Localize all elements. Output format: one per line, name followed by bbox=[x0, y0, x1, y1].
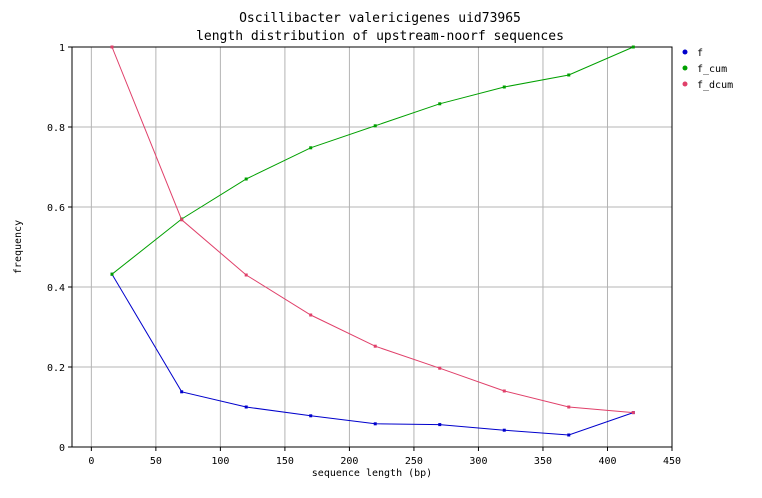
y-tick-label: 1 bbox=[59, 43, 65, 54]
x-tick-label: 150 bbox=[276, 456, 294, 467]
y-tick-label: 0.8 bbox=[47, 123, 65, 134]
plot-frame bbox=[71, 46, 673, 448]
x-tick-label: 100 bbox=[211, 456, 229, 467]
chart-subtitle: length distribution of upstream-noorf se… bbox=[196, 29, 564, 44]
chart-title: Oscillibacter valericigenes uid73965 bbox=[239, 11, 521, 26]
x-tick-label: 300 bbox=[469, 456, 487, 467]
data-point-f bbox=[373, 422, 377, 426]
data-point-f bbox=[244, 405, 248, 409]
series-line-f-dcum bbox=[111, 46, 634, 414]
y-axis-ticks: 0 0.2 0.4 0.6 0.8 1 bbox=[47, 43, 72, 454]
data-point-f-cum bbox=[631, 45, 635, 49]
legend: f f_cum f_dcum bbox=[682, 48, 733, 91]
series-line-f bbox=[111, 273, 634, 436]
data-point-f-dcum bbox=[309, 313, 313, 317]
legend-label-f-cum: f_cum bbox=[697, 64, 727, 75]
x-tick-label: 350 bbox=[534, 456, 552, 467]
legend-marker-f bbox=[682, 49, 688, 55]
data-point-f-dcum bbox=[244, 273, 248, 277]
data-point-f-cum bbox=[502, 85, 506, 89]
data-point-f bbox=[309, 414, 313, 418]
y-axis-label: frequency bbox=[13, 220, 24, 274]
data-point-f-cum bbox=[373, 124, 377, 128]
x-tick-label: 50 bbox=[150, 456, 162, 467]
legend-marker-f-dcum bbox=[682, 81, 688, 87]
data-point-f-dcum bbox=[180, 218, 184, 222]
y-tick-label: 0.4 bbox=[47, 283, 65, 294]
data-point-f bbox=[502, 428, 506, 432]
data-point-f-cum bbox=[567, 73, 571, 77]
legend-label-f-dcum: f_dcum bbox=[697, 80, 733, 91]
x-tick-label: 400 bbox=[598, 456, 616, 467]
x-axis-ticks: 0 50 100 150 200 250 300 350 400 450 bbox=[88, 447, 681, 467]
legend-marker-f-cum bbox=[682, 65, 688, 71]
data-point-f bbox=[180, 390, 184, 394]
x-tick-label: 200 bbox=[340, 456, 358, 467]
y-tick-label: 0.2 bbox=[47, 363, 65, 374]
y-tick-label: 0.6 bbox=[47, 203, 65, 214]
data-point-f bbox=[567, 433, 571, 437]
data-point-f-cum bbox=[244, 177, 248, 181]
data-point-f-dcum bbox=[631, 411, 635, 415]
series-layer bbox=[110, 45, 635, 437]
y-tick-label: 0 bbox=[59, 443, 65, 454]
grid bbox=[72, 46, 673, 448]
legend-label-f: f bbox=[697, 48, 703, 59]
x-axis-label: sequence length (bp) bbox=[312, 468, 432, 479]
data-point-f-dcum bbox=[567, 405, 571, 409]
data-point-f-cum bbox=[110, 272, 114, 276]
data-point-f-dcum bbox=[110, 45, 114, 49]
data-point-f-dcum bbox=[373, 344, 377, 348]
data-point-f bbox=[438, 423, 442, 427]
series-line-f-cum bbox=[111, 46, 634, 275]
data-point-f-dcum bbox=[438, 366, 442, 370]
x-tick-label: 450 bbox=[663, 456, 681, 467]
data-point-f-dcum bbox=[502, 389, 506, 393]
data-point-f-cum bbox=[309, 146, 313, 150]
x-tick-label: 250 bbox=[405, 456, 423, 467]
data-point-f-cum bbox=[438, 102, 442, 106]
x-tick-label: 0 bbox=[88, 456, 94, 467]
